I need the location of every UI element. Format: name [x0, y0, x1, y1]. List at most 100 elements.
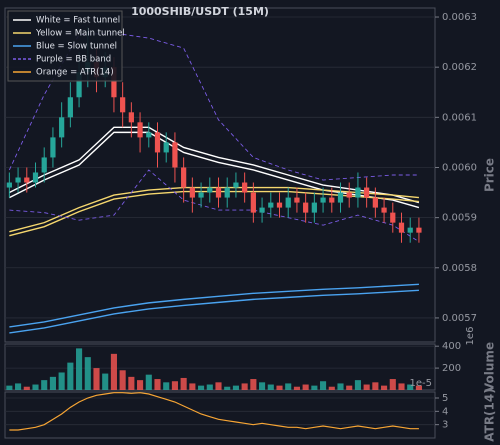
y-axis-label: Volume: [483, 342, 497, 392]
candle-body: [24, 177, 30, 183]
volume-bar: [354, 380, 361, 390]
candle-body: [233, 182, 239, 188]
volume-bar: [241, 383, 248, 390]
volume-bar: [84, 357, 91, 390]
band-line: [9, 283, 419, 328]
candle-body: [207, 187, 213, 193]
candle-body: [355, 187, 361, 198]
candle-body: [320, 197, 326, 203]
candle-body: [111, 67, 117, 98]
volume-bar: [215, 382, 222, 390]
y-axis-label: ATR(14): [483, 388, 497, 441]
volume-bar: [381, 385, 388, 390]
candle-body: [337, 192, 344, 203]
volume-bar: [415, 385, 422, 390]
y-tick-label: 0.0060: [442, 162, 477, 173]
volume-bar: [267, 384, 274, 390]
candle-body: [390, 212, 396, 223]
volume-bar: [346, 385, 353, 390]
candle-body: [407, 227, 413, 233]
y-tick-label: 0.0057: [442, 313, 477, 324]
legend-label: Purple = BB band: [36, 55, 111, 65]
atr-line: [9, 392, 419, 431]
candle-body: [268, 202, 274, 208]
y-axis-label: Price: [483, 158, 497, 192]
candle-body: [381, 207, 387, 213]
volume-bar: [15, 383, 22, 390]
volume-bar: [49, 376, 56, 390]
candle-body: [137, 122, 143, 138]
volume-bar: [32, 384, 39, 390]
offset-label: 1e-5: [410, 378, 433, 389]
offset-label: 1e6: [465, 327, 476, 346]
candle-body: [15, 177, 21, 183]
y-tick-label: 0.0061: [442, 112, 477, 123]
y-tick-label: 3: [442, 420, 448, 431]
candle-body: [154, 132, 161, 153]
marks: [6, 27, 422, 431]
volume-bar: [67, 362, 74, 390]
candle-body: [215, 187, 222, 198]
volume-bar: [171, 381, 178, 390]
volume-bar: [145, 374, 152, 390]
volume-bar: [337, 383, 344, 390]
volume-bar: [407, 384, 414, 390]
candle-body: [189, 187, 195, 198]
grid: 0.0057 0.0058 0.0059 0.0060 0.0061 0.0062 0.00…: [5, 12, 477, 431]
y-tick-label: 0.0058: [442, 263, 477, 274]
volume-bar: [276, 385, 283, 390]
volume-bar: [6, 385, 13, 390]
y-tick-label: 4: [442, 406, 448, 417]
volume-bar: [41, 380, 48, 390]
volume-bar: [180, 377, 187, 390]
volume-bar: [398, 383, 405, 390]
candle-body: [198, 192, 204, 198]
volume-bar: [189, 383, 196, 390]
price-panel: [4, 7, 436, 343]
y-tick-label: 400: [442, 341, 461, 352]
candle-body: [181, 167, 187, 188]
candle-body: [372, 197, 378, 208]
volume-bar: [23, 386, 30, 390]
volume-bar: [110, 353, 117, 390]
candle-body: [398, 222, 405, 233]
candle-body: [120, 97, 126, 113]
volume-bar: [128, 376, 135, 390]
volume-bar: [328, 386, 335, 390]
candle-body: [311, 202, 317, 213]
candle-body: [276, 202, 283, 208]
candle-body: [416, 227, 422, 233]
candle-body: [303, 202, 309, 213]
candle-body: [346, 192, 352, 198]
volume-bar: [198, 385, 205, 390]
volume-bar: [311, 385, 318, 390]
candle-body: [285, 197, 291, 208]
volume-bar: [102, 373, 109, 390]
volume-bar: [250, 379, 257, 390]
candle-body: [250, 192, 256, 213]
candle-body: [163, 142, 169, 153]
volume-bar: [285, 383, 292, 390]
candle-body: [41, 157, 47, 173]
candle-body: [224, 187, 230, 198]
volume-bar: [363, 384, 370, 390]
candle-body: [50, 137, 56, 158]
candle-body: [146, 132, 152, 138]
candle-body: [364, 187, 370, 198]
volume-bar: [389, 379, 396, 390]
band-line: [9, 289, 419, 334]
y-tick-label: 5: [442, 393, 448, 404]
legend-label: White = Fast tunnel: [36, 16, 120, 26]
volume-bar: [93, 368, 100, 390]
candle-body: [32, 172, 39, 183]
candle-body: [329, 197, 335, 203]
legend-label: Yellow = Main tunnel: [35, 29, 125, 39]
volume-bar: [372, 382, 379, 390]
legend: White = Fast tunnel Yellow = Main tunnel B…: [13, 16, 125, 78]
y-tick-label: 0.0059: [442, 213, 477, 224]
volume-bar: [137, 380, 144, 390]
candle-body: [259, 207, 265, 213]
y-tick-label: 0.0063: [442, 12, 477, 23]
volume-bar: [119, 370, 126, 390]
